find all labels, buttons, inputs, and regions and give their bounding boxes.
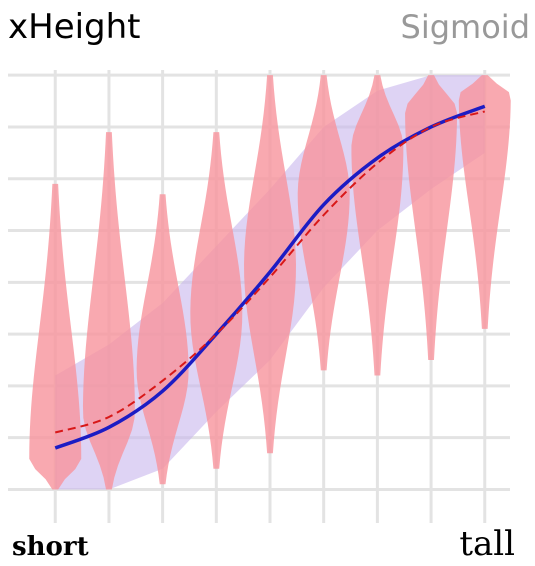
chart-subtitle: Sigmoid xyxy=(401,8,530,46)
dashed-fit-line xyxy=(54,110,486,434)
chart-title: xHeight xyxy=(8,7,141,47)
violin xyxy=(136,194,189,485)
violin xyxy=(458,75,511,329)
x-end-label: tall xyxy=(459,524,515,564)
violin xyxy=(297,75,350,371)
violin xyxy=(351,75,404,376)
violin xyxy=(82,132,135,490)
violin xyxy=(29,183,82,490)
fit-line xyxy=(54,104,486,450)
x-start-label: short xyxy=(12,532,89,562)
violin xyxy=(244,75,296,454)
violin xyxy=(405,75,458,360)
violin-layer xyxy=(29,75,511,490)
violin xyxy=(190,132,243,469)
line-layer xyxy=(54,104,486,450)
